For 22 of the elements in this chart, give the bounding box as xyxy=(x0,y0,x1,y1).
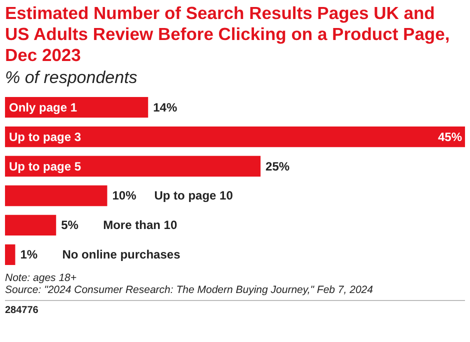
bar xyxy=(5,156,261,177)
data-label: 14% xyxy=(153,100,178,114)
bar xyxy=(5,214,56,236)
data-label: 5% xyxy=(61,218,79,232)
data-label: 45% xyxy=(438,130,462,144)
bar xyxy=(5,126,465,148)
y-tick-label: Only page 1 xyxy=(9,100,78,114)
data-label: 25% xyxy=(266,159,290,174)
bar xyxy=(5,185,108,206)
text: Note: ages 18+ xyxy=(5,272,78,284)
chart-title: Estimated Number of Search Results Pages UK and US Adults Review Before Clicking on a Product Page, Dec 2023 xyxy=(4,2,451,66)
y-tick-label: More than 10 xyxy=(103,218,178,232)
y-tick-label: Up to page 10 xyxy=(154,188,234,203)
y-tick-label: Up to page 3 xyxy=(9,130,82,144)
data-label: 10% xyxy=(112,188,137,203)
y-tick-label: Up to page 5 xyxy=(9,159,82,174)
bar xyxy=(5,244,16,266)
data-label: 1% xyxy=(20,248,38,262)
chart-subtitle: % of respondents xyxy=(4,67,138,88)
y-tick-label: No online purchases xyxy=(62,248,181,262)
text: 284776 xyxy=(5,300,465,316)
source-note: Source: "2024 Consumer Research: The Modern Buying Journey," Feb 7, 2024 xyxy=(5,284,374,296)
